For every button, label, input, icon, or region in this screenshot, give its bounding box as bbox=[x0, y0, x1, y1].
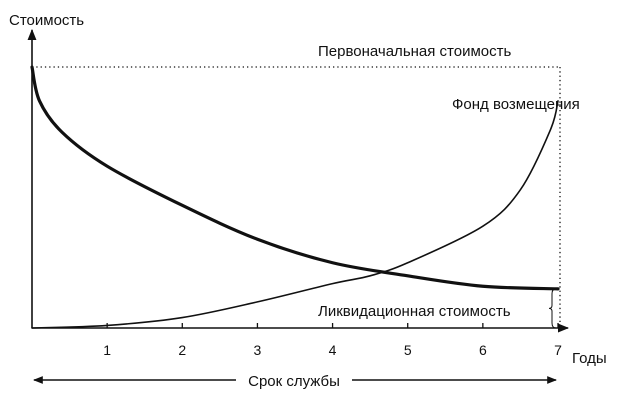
x-tick-label: 1 bbox=[103, 342, 111, 358]
salvage-value-label: Ликвидационная стоимость bbox=[318, 303, 511, 320]
salvage-value-brace bbox=[548, 288, 557, 329]
x-tick-label: 2 bbox=[178, 342, 186, 358]
x-tick-label: 7 bbox=[554, 342, 562, 358]
replacement-fund-curve bbox=[31, 100, 559, 329]
x-tick-label: 6 bbox=[479, 342, 487, 358]
service-life-label: Срок службы bbox=[248, 373, 340, 390]
x-tick-label: 5 bbox=[404, 342, 412, 358]
initial-cost-label: Первоначальная стоимость bbox=[318, 43, 511, 60]
x-tick-label: 4 bbox=[329, 342, 337, 358]
salvage-value-curve bbox=[30, 65, 560, 291]
x-axis-label: Годы bbox=[572, 350, 607, 367]
y-axis-label: Стоимость bbox=[9, 12, 84, 29]
x-tick-label: 3 bbox=[254, 342, 262, 358]
replacement-fund-label: Фонд возмещения bbox=[452, 96, 580, 113]
